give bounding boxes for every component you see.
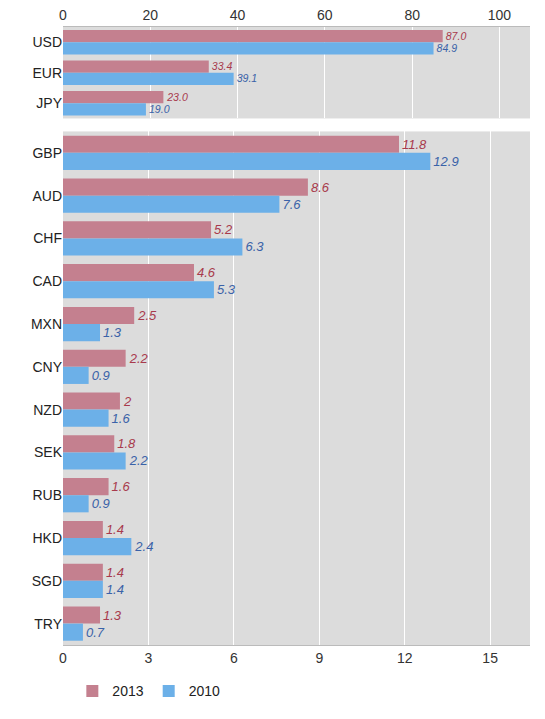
svg-text:2010: 2010 (189, 683, 220, 699)
svg-text:EUR: EUR (32, 65, 62, 81)
svg-text:1.6: 1.6 (112, 479, 131, 494)
svg-text:TRY: TRY (34, 616, 62, 632)
svg-text:HKD: HKD (32, 530, 62, 546)
svg-text:87.0: 87.0 (446, 30, 467, 42)
svg-text:60: 60 (317, 7, 333, 23)
svg-text:33.4: 33.4 (212, 60, 233, 72)
svg-text:0.7: 0.7 (86, 625, 105, 640)
svg-text:GBP: GBP (32, 145, 62, 161)
svg-text:2.5: 2.5 (137, 308, 157, 323)
svg-text:1.3: 1.3 (103, 325, 122, 340)
svg-text:2013: 2013 (112, 683, 143, 699)
svg-text:6: 6 (230, 650, 238, 666)
svg-text:7.6: 7.6 (282, 197, 301, 212)
svg-text:1.4: 1.4 (106, 582, 124, 597)
svg-text:AUD: AUD (32, 188, 62, 204)
svg-text:6.3: 6.3 (245, 239, 264, 254)
svg-text:19.0: 19.0 (149, 103, 170, 115)
svg-text:CNY: CNY (32, 359, 62, 375)
svg-text:4.6: 4.6 (197, 265, 216, 280)
svg-text:2.2: 2.2 (129, 351, 149, 366)
svg-text:CAD: CAD (32, 273, 62, 289)
svg-text:40: 40 (230, 7, 246, 23)
svg-text:9: 9 (315, 650, 323, 666)
svg-text:12: 12 (397, 650, 413, 666)
svg-text:1.4: 1.4 (106, 522, 124, 537)
svg-text:1.4: 1.4 (106, 565, 124, 580)
svg-text:1.8: 1.8 (117, 436, 136, 451)
svg-text:2.4: 2.4 (134, 539, 153, 554)
svg-text:USD: USD (32, 34, 62, 50)
svg-text:84.9: 84.9 (437, 42, 458, 54)
svg-text:11.8: 11.8 (402, 137, 427, 152)
svg-text:2.2: 2.2 (129, 453, 149, 468)
svg-text:SGD: SGD (32, 573, 62, 589)
svg-text:20: 20 (143, 7, 159, 23)
svg-text:2: 2 (123, 394, 132, 409)
svg-text:8.6: 8.6 (311, 180, 330, 195)
svg-text:1.6: 1.6 (112, 411, 131, 426)
svg-text:5.3: 5.3 (217, 282, 236, 297)
svg-text:MXN: MXN (31, 316, 62, 332)
svg-text:100: 100 (488, 7, 512, 23)
svg-text:NZD: NZD (33, 402, 62, 418)
svg-text:JPY: JPY (36, 95, 62, 111)
svg-text:3: 3 (145, 650, 153, 666)
svg-text:0: 0 (59, 7, 67, 23)
svg-text:15: 15 (482, 650, 498, 666)
svg-text:23.0: 23.0 (166, 91, 188, 103)
svg-text:80: 80 (404, 7, 420, 23)
svg-text:RUB: RUB (32, 487, 62, 503)
svg-text:CHF: CHF (33, 230, 62, 246)
svg-text:1.3: 1.3 (103, 608, 122, 623)
svg-text:5.2: 5.2 (214, 222, 233, 237)
svg-text:12.9: 12.9 (433, 154, 458, 169)
svg-text:SEK: SEK (34, 444, 63, 460)
svg-text:39.1: 39.1 (237, 72, 258, 84)
svg-text:0.9: 0.9 (92, 496, 110, 511)
svg-text:0: 0 (59, 650, 67, 666)
svg-text:0.9: 0.9 (92, 368, 110, 383)
